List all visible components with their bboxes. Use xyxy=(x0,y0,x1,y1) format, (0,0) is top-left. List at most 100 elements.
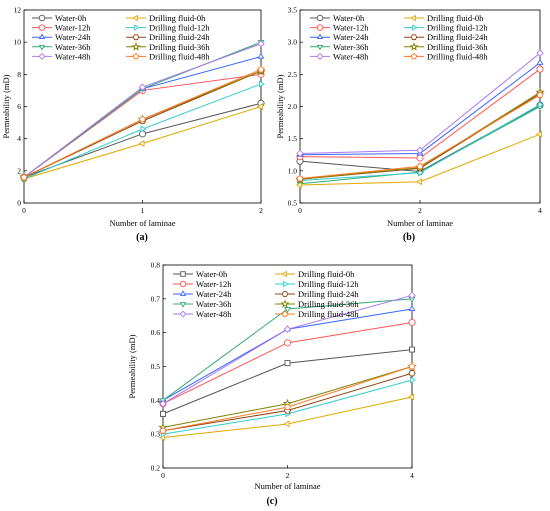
series-water-48h xyxy=(159,291,416,408)
y-tick-label: 0.5 xyxy=(151,362,161,371)
legend-item: Water-0h xyxy=(173,269,228,279)
y-tick-label: 8 xyxy=(17,70,21,79)
y-tick-label: 1.0 xyxy=(288,166,298,175)
series-water-48h xyxy=(20,40,265,182)
legend-label: Water-36h xyxy=(196,299,232,309)
series-line xyxy=(299,52,541,154)
legend-label: Drilling fluid-48h xyxy=(427,51,488,61)
legend-item: Drilling fluid-36h xyxy=(275,299,359,309)
data-point xyxy=(408,362,416,370)
series-drilling-fluid-48h xyxy=(159,362,416,434)
legend-marker xyxy=(179,280,187,288)
legend-item: Water-36h xyxy=(32,42,91,52)
legend-marker xyxy=(180,271,186,277)
y-axis-title: Permeability (mD) xyxy=(1,74,11,138)
y-tick-label: 0.5 xyxy=(288,199,298,208)
legend: Water-0hWater-12hWater-24hWater-36hWater… xyxy=(173,269,359,319)
legend: Water-0hWater-12hWater-24hWater-36hWater… xyxy=(32,13,210,61)
legend-label: Drilling fluid-36h xyxy=(298,299,359,309)
legend-item: Water-0h xyxy=(32,13,87,23)
legend-item: Drilling fluid-48h xyxy=(404,51,488,61)
legend-marker xyxy=(179,290,187,296)
y-tick-label: 0.3 xyxy=(151,430,161,439)
legend-marker xyxy=(38,44,46,51)
legend-item: Water-48h xyxy=(32,51,91,61)
legend-marker xyxy=(281,291,289,297)
legend-item: Drilling fluid-0h xyxy=(126,13,206,23)
data-point xyxy=(410,376,416,384)
legend-label: Water-48h xyxy=(55,51,91,61)
data-point xyxy=(409,346,415,353)
data-point xyxy=(536,65,544,73)
legend-label: Drilling fluid-24h xyxy=(149,32,210,42)
legend-label: Drilling fluid-0h xyxy=(427,13,484,23)
legend-marker xyxy=(38,24,46,31)
legend-item: Drilling fluid-24h xyxy=(275,289,359,299)
legend-marker xyxy=(316,24,324,31)
data-point xyxy=(257,40,265,48)
x-tick-label: 4 xyxy=(410,471,414,480)
legend-marker xyxy=(412,24,418,31)
panel-label: (a) xyxy=(136,232,148,243)
legend-label: Water-0h xyxy=(196,269,228,279)
legend-item: Drilling fluid-48h xyxy=(126,51,210,61)
data-point xyxy=(257,65,265,73)
data-point xyxy=(159,427,167,434)
legend-label: Water-12h xyxy=(55,23,91,33)
y-tick-label: 2.5 xyxy=(288,70,298,79)
data-point xyxy=(538,101,545,109)
legend-item: Water-48h xyxy=(173,309,232,319)
data-point xyxy=(296,149,304,158)
legend-marker xyxy=(131,42,141,51)
series-water-0h xyxy=(20,99,265,181)
data-point xyxy=(296,181,302,189)
series-water-0h xyxy=(160,346,415,417)
legend-item: Drilling fluid-12h xyxy=(275,279,359,289)
series-drilling-fluid-48h xyxy=(20,65,265,181)
legend-marker xyxy=(132,34,140,41)
legend-label: Water-48h xyxy=(196,309,232,319)
legend-item: Drilling fluid-36h xyxy=(126,42,210,52)
legend-marker xyxy=(316,33,324,40)
legend-item: Drilling fluid-0h xyxy=(275,269,355,279)
y-axis-title: Permeability (mD) xyxy=(275,74,285,138)
data-point xyxy=(160,410,166,417)
data-point xyxy=(418,169,424,177)
data-point xyxy=(408,304,416,311)
x-tick-label: 2 xyxy=(259,206,263,215)
data-point xyxy=(138,130,147,138)
data-point xyxy=(536,130,542,138)
legend-label: Drilling fluid-12h xyxy=(298,279,359,289)
legend-label: Water-48h xyxy=(333,51,369,61)
legend-marker xyxy=(281,310,289,317)
x-tick-label: 2 xyxy=(286,471,290,480)
series-water-48h xyxy=(296,49,544,158)
legend-label: Drilling fluid-48h xyxy=(149,51,210,61)
legend-item: Drilling fluid-24h xyxy=(404,32,488,42)
y-tick-label: 3.0 xyxy=(288,38,298,47)
legend-marker xyxy=(38,33,46,40)
data-point xyxy=(536,91,544,98)
series-water-36h xyxy=(159,296,416,405)
legend-label: Drilling fluid-36h xyxy=(427,42,488,52)
series-drilling-fluid-36h xyxy=(158,361,417,432)
legend-item: Water-24h xyxy=(310,32,369,42)
legend-marker xyxy=(316,44,324,51)
legend-label: Drilling fluid-48h xyxy=(298,309,359,319)
legend-item: Water-12h xyxy=(310,23,369,33)
series-line xyxy=(299,62,541,156)
x-tick-label: 0 xyxy=(22,206,26,215)
data-point xyxy=(259,80,265,88)
x-tick-label: 0 xyxy=(161,471,165,480)
legend-marker xyxy=(316,14,324,22)
data-point xyxy=(415,178,422,186)
legend-label: Drilling fluid-24h xyxy=(427,32,488,42)
legend-item: Water-36h xyxy=(310,42,369,52)
y-tick-label: 0.6 xyxy=(151,328,161,337)
legend-label: Drilling fluid-12h xyxy=(149,23,210,33)
data-point xyxy=(256,103,263,110)
series-drilling-fluid-0h xyxy=(296,130,542,189)
data-point xyxy=(159,399,167,408)
